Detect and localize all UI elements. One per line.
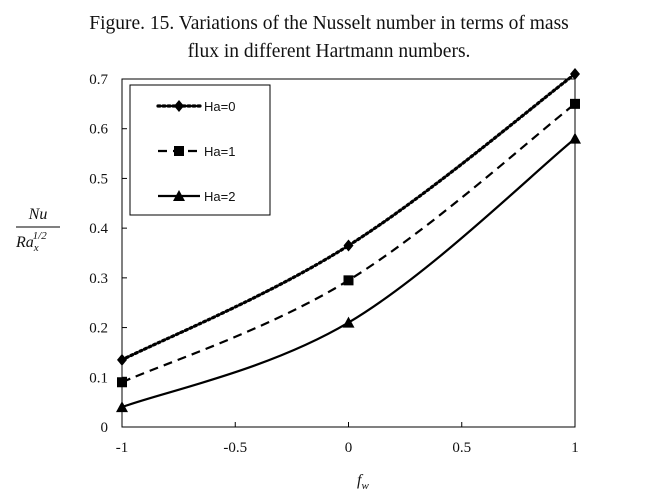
y-tick-label: 0.1 bbox=[89, 370, 108, 386]
y-tick-label: 0 bbox=[101, 420, 109, 436]
data-point-ha-1 bbox=[570, 98, 580, 109]
series-layer bbox=[116, 68, 581, 413]
x-tick-label: -1 bbox=[116, 440, 129, 456]
data-point-ha-0 bbox=[343, 239, 354, 252]
legend: Ha=0 Ha=1 Ha=2 bbox=[129, 84, 271, 216]
data-point-ha-2 bbox=[569, 132, 581, 144]
x-tick-label: -0.5 bbox=[223, 440, 247, 456]
data-point-ha-1 bbox=[117, 377, 127, 388]
data-point-ha-2 bbox=[342, 316, 355, 328]
y-tick-label: 0.6 bbox=[89, 122, 108, 138]
legend-marker-ha-0 bbox=[174, 100, 184, 112]
x-tick-label: 0.5 bbox=[452, 440, 471, 456]
data-point-ha-2 bbox=[116, 401, 128, 413]
svg-text:Nu: Nu bbox=[28, 206, 48, 223]
data-point-ha-1 bbox=[343, 275, 354, 286]
figure-caption: Figure. 15. Variations of the Nusselt nu… bbox=[0, 10, 658, 66]
legend-label: Ha=1 bbox=[204, 144, 235, 159]
x-tick-label: 0 bbox=[345, 440, 353, 456]
y-tick-label: 0.4 bbox=[89, 221, 108, 237]
x-axis-label: fw bbox=[357, 472, 369, 492]
legend-marker-ha-1 bbox=[174, 146, 184, 156]
svg-text:Rax1/2: Rax1/2 bbox=[15, 230, 47, 254]
y-axis-label: Nu Rax1/2 bbox=[15, 206, 60, 254]
data-point-ha-0 bbox=[117, 353, 127, 366]
tick-layer: 0 0.1 0.2 0.3 0.4 0.5 0.6 0.7 -1 -0.5 0 0.5 1 bbox=[89, 72, 579, 456]
y-tick-label: 0.7 bbox=[89, 72, 108, 88]
y-tick-label: 0.3 bbox=[89, 271, 108, 287]
y-tick-label: 0.5 bbox=[89, 171, 108, 187]
caption-line-1: Figure. 15. Variations of the Nusselt nu… bbox=[89, 13, 569, 34]
x-tick-label: 1 bbox=[571, 440, 579, 456]
svg-text:fw: fw bbox=[357, 472, 369, 492]
caption-line-2: flux in different Hartmann numbers. bbox=[187, 41, 471, 62]
legend-label: Ha=0 bbox=[204, 99, 235, 114]
y-tick-label: 0.2 bbox=[89, 321, 108, 337]
legend-marker-ha-2 bbox=[173, 190, 185, 201]
legend-label: Ha=2 bbox=[204, 189, 235, 204]
data-point-ha-0 bbox=[570, 68, 580, 81]
